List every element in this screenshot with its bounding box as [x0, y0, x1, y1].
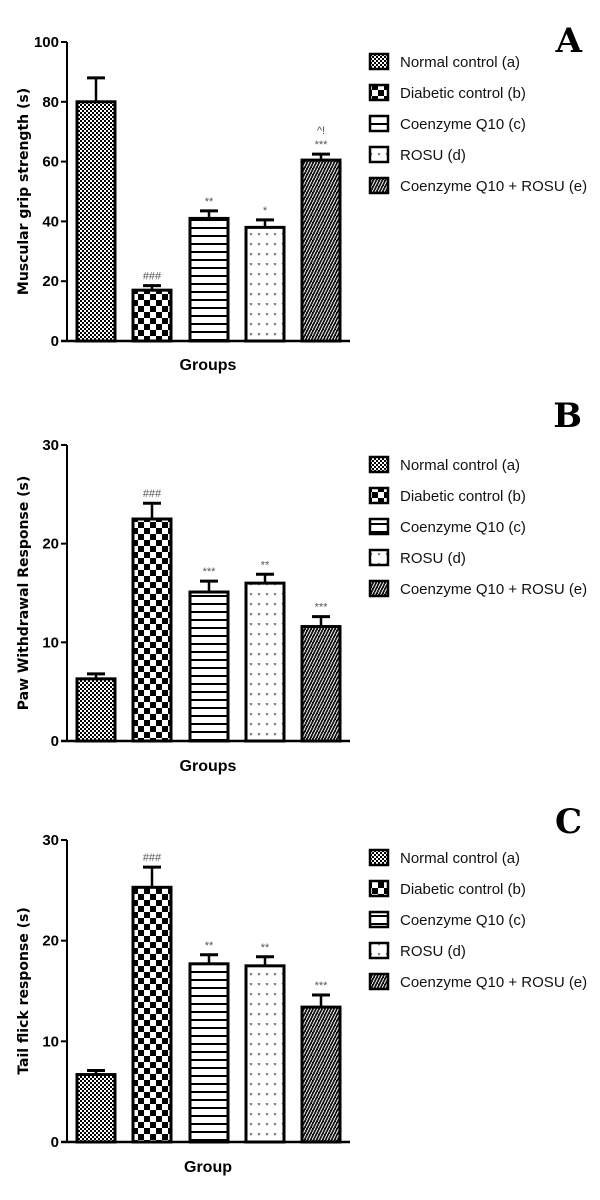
legend-entry: Coenzyme Q10 (c)	[400, 519, 526, 536]
y-tick-label: 20	[42, 933, 59, 950]
bar-2	[131, 288, 173, 343]
panel-label: C	[555, 802, 582, 842]
legend-entry: ROSU (d)	[400, 943, 466, 960]
legend-swatch	[368, 579, 390, 598]
legend-swatch	[368, 83, 390, 102]
legend-entry: Coenzyme Q10 + ROSU (e)	[400, 178, 587, 195]
legend-entry: ROSU (d)	[400, 550, 466, 567]
y-tick-label: 0	[51, 733, 59, 750]
bar-4	[244, 225, 286, 343]
legend-swatch	[368, 848, 390, 867]
legend-entry: Coenzyme Q10 + ROSU (e)	[400, 974, 587, 991]
significance-label: ***	[315, 602, 329, 614]
chart-panel-c: 0 10 20 30 Tail flick response (s) Group C ### *…	[16, 802, 587, 1176]
panel-label: A	[555, 21, 583, 61]
bar-5	[300, 1005, 342, 1144]
x-axis-label: Groups	[180, 357, 237, 374]
significance-label: ###	[143, 271, 162, 283]
significance-label: **	[261, 942, 270, 954]
bar-3	[188, 590, 230, 743]
y-tick-label: 0	[51, 1134, 59, 1151]
bar-1	[75, 100, 117, 343]
legend-entry: Normal control (a)	[400, 850, 520, 867]
legend-entry: Coenzyme Q10 + ROSU (e)	[400, 581, 587, 598]
bar-4	[244, 964, 286, 1144]
legend-entry: Diabetic control (b)	[400, 488, 526, 505]
y-tick-label: 60	[42, 154, 59, 171]
significance-label: ***	[203, 566, 217, 578]
legend-swatch	[368, 548, 390, 567]
bar-2	[131, 885, 173, 1144]
y-tick-label: 30	[42, 832, 59, 849]
legend-swatch	[368, 455, 390, 474]
legend-swatch	[368, 52, 390, 71]
bar-2	[131, 517, 173, 743]
legend-swatch	[368, 176, 390, 195]
y-tick-label: 20	[42, 273, 59, 290]
legend-entry: Normal control (a)	[400, 54, 520, 71]
y-tick-label: 80	[42, 94, 59, 111]
significance-label: ###	[143, 852, 162, 864]
legend-swatch	[368, 972, 390, 991]
y-tick-label: 100	[34, 34, 59, 51]
significance-label: ^!	[317, 125, 325, 137]
bar-5	[300, 625, 342, 743]
bar-3	[188, 962, 230, 1144]
significance-label: *	[263, 205, 268, 217]
significance-label: **	[261, 559, 270, 571]
bar-1	[75, 1073, 117, 1144]
bar-5	[300, 158, 342, 343]
legend-swatch	[368, 486, 390, 505]
y-tick-label: 0	[51, 333, 59, 350]
legend-swatch	[368, 114, 390, 133]
chart-panel-b: 0 10 20 30 Paw Withdrawal Response (s) Groups…	[16, 396, 587, 775]
significance-label: ***	[315, 980, 329, 992]
legend-entry: Diabetic control (b)	[400, 85, 526, 102]
legend-swatch	[368, 517, 390, 536]
chart-panel-a: 0 20 40 60 80 100 Muscular grip strength (s) Gr…	[16, 21, 587, 374]
significance-label: **	[205, 196, 214, 208]
y-axis-label: Muscular grip strength (s)	[16, 88, 32, 295]
legend-entry: Diabetic control (b)	[400, 881, 526, 898]
significance-label: ###	[143, 488, 162, 500]
x-axis-label: Group	[184, 1159, 232, 1176]
legend-swatch	[368, 879, 390, 898]
x-axis-label: Groups	[180, 758, 237, 775]
significance-label: ***	[315, 139, 329, 151]
legend-entry: Coenzyme Q10 (c)	[400, 912, 526, 929]
legend-swatch	[368, 910, 390, 929]
legend-swatch	[368, 941, 390, 960]
bar-4	[244, 581, 286, 743]
y-tick-label: 10	[42, 1033, 59, 1050]
y-tick-label: 40	[42, 213, 59, 230]
panel-label: B	[553, 396, 582, 436]
legend-entry: Coenzyme Q10 (c)	[400, 116, 526, 133]
legend-entry: ROSU (d)	[400, 147, 466, 164]
y-axis-label: Paw Withdrawal Response (s)	[16, 476, 32, 711]
bar-1	[75, 677, 117, 743]
y-tick-label: 20	[42, 536, 59, 553]
y-axis-label: Tail flick response (s)	[16, 907, 32, 1075]
legend-swatch	[368, 145, 390, 164]
y-tick-label: 30	[42, 437, 59, 454]
significance-label: **	[205, 940, 214, 952]
bar-3	[188, 216, 230, 343]
legend-entry: Normal control (a)	[400, 457, 520, 474]
y-tick-label: 10	[42, 634, 59, 651]
